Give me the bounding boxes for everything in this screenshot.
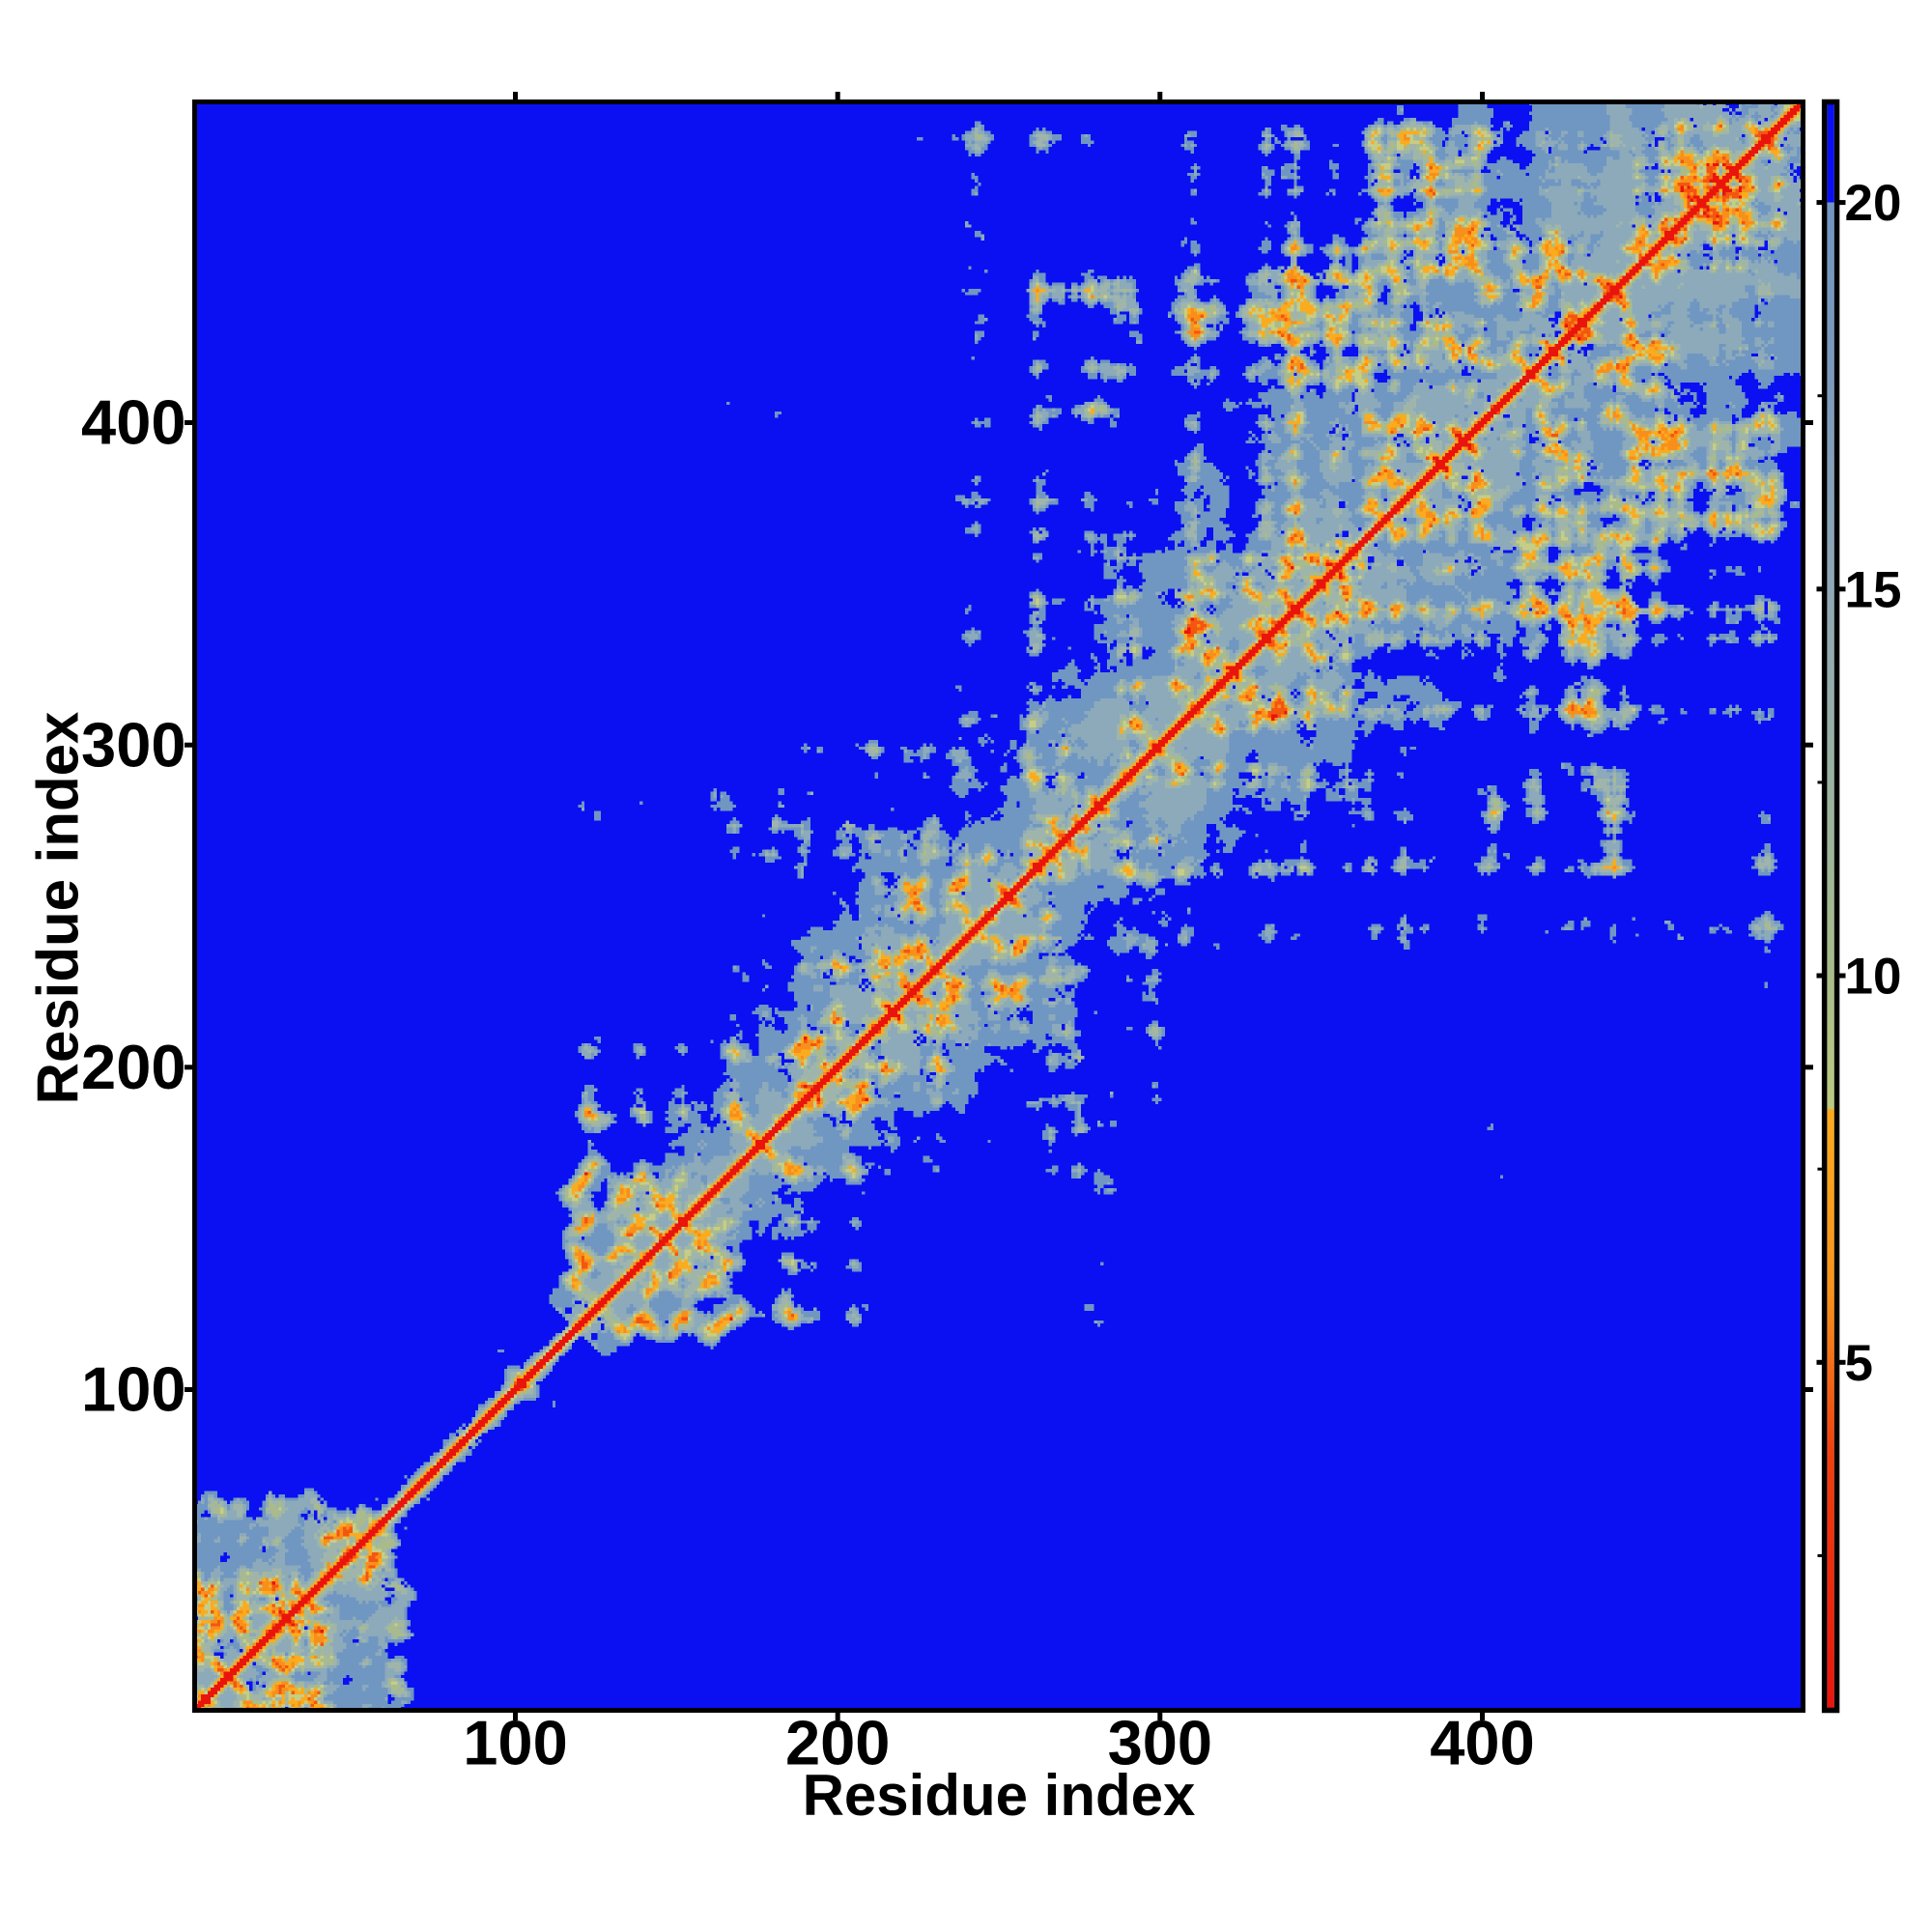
svg-text:400: 400 (81, 387, 185, 458)
svg-text:Residue index: Residue index (803, 1763, 1196, 1828)
svg-text:400: 400 (1430, 1708, 1534, 1778)
svg-text:Residue index: Residue index (26, 712, 91, 1105)
svg-text:300: 300 (81, 709, 185, 780)
svg-text:10: 10 (1845, 949, 1902, 1006)
svg-text:200: 200 (81, 1032, 185, 1102)
svg-text:20: 20 (1845, 175, 1902, 232)
svg-text:15: 15 (1845, 561, 1902, 618)
svg-text:100: 100 (463, 1708, 567, 1778)
svg-text:100: 100 (81, 1354, 185, 1425)
svg-text:200: 200 (785, 1708, 890, 1778)
svg-text:5: 5 (1845, 1335, 1873, 1392)
svg-text:300: 300 (1108, 1708, 1212, 1778)
